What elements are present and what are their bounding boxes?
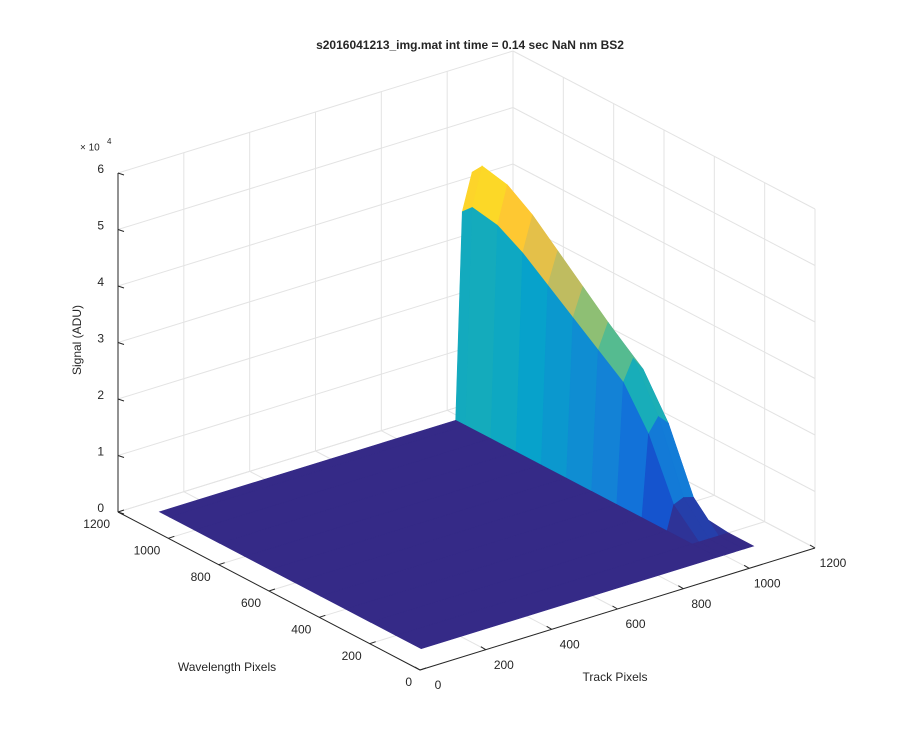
y-tick <box>218 562 225 566</box>
x-tick <box>414 666 421 671</box>
z-tick-label: 4 <box>97 275 104 289</box>
grid-line <box>512 220 816 379</box>
grid-line <box>117 50 514 174</box>
z-tick <box>117 511 125 515</box>
z-tick <box>117 455 125 458</box>
z-tick-label: 0 <box>97 501 104 515</box>
chart-title: s2016041213_img.mat int time = 0.14 sec … <box>316 38 624 52</box>
x-tick <box>480 646 487 651</box>
grid-line <box>117 220 514 343</box>
x-tick <box>743 564 750 569</box>
grid-line <box>117 163 514 287</box>
z-tick <box>117 172 125 176</box>
z-tick <box>117 398 125 402</box>
x-tick <box>678 585 684 590</box>
z-tick <box>117 342 125 345</box>
z-tick-label: 2 <box>97 388 104 402</box>
x-tick-label: 200 <box>494 658 514 672</box>
y-tick <box>168 535 175 539</box>
y-tick <box>268 588 276 592</box>
z-tick-label: 1 <box>97 445 104 459</box>
grid-line <box>512 107 816 266</box>
z-multiplier-exponent: 4 <box>107 137 112 146</box>
grid-line <box>512 163 816 323</box>
grid-line <box>512 50 816 210</box>
y-tick-label: 600 <box>241 596 261 610</box>
x-tick <box>612 605 618 610</box>
x-tick-label: 0 <box>435 678 442 692</box>
grid-line <box>117 107 514 230</box>
z-tick-label: 5 <box>97 219 104 233</box>
x-tick-label: 600 <box>625 617 645 631</box>
y-tick-label: 1000 <box>134 544 161 558</box>
z-tick-label: 3 <box>97 332 104 346</box>
x-axis-label: Track Pixels <box>583 670 648 684</box>
x-tick-label: 800 <box>691 597 711 611</box>
y-tick-label: 1200 <box>83 517 110 531</box>
y-tick-label: 200 <box>342 649 362 663</box>
z-tick <box>117 285 125 289</box>
x-tick-label: 1200 <box>820 556 847 570</box>
x-tick-label: 1000 <box>754 577 781 591</box>
z-tick <box>117 229 125 232</box>
grid-line <box>117 276 514 400</box>
y-tick <box>369 641 376 645</box>
z-tick-label: 6 <box>97 162 104 176</box>
y-axis-label: Wavelength Pixels <box>178 660 276 674</box>
y-tick-label: 400 <box>291 623 311 637</box>
y-tick <box>117 509 125 513</box>
grid-line <box>117 389 514 513</box>
surface-patch <box>395 543 719 650</box>
x-tick-label: 400 <box>560 638 580 652</box>
y-tick <box>419 667 427 671</box>
y-tick-label: 800 <box>191 570 211 584</box>
grid-line <box>117 333 514 456</box>
y-tick <box>319 614 326 618</box>
z-axis-label: Signal (ADU) <box>70 305 84 375</box>
y-tick-label: 0 <box>405 675 412 689</box>
z-multiplier: × 10 <box>80 143 100 154</box>
x-tick <box>546 625 552 630</box>
x-tick <box>809 544 816 549</box>
